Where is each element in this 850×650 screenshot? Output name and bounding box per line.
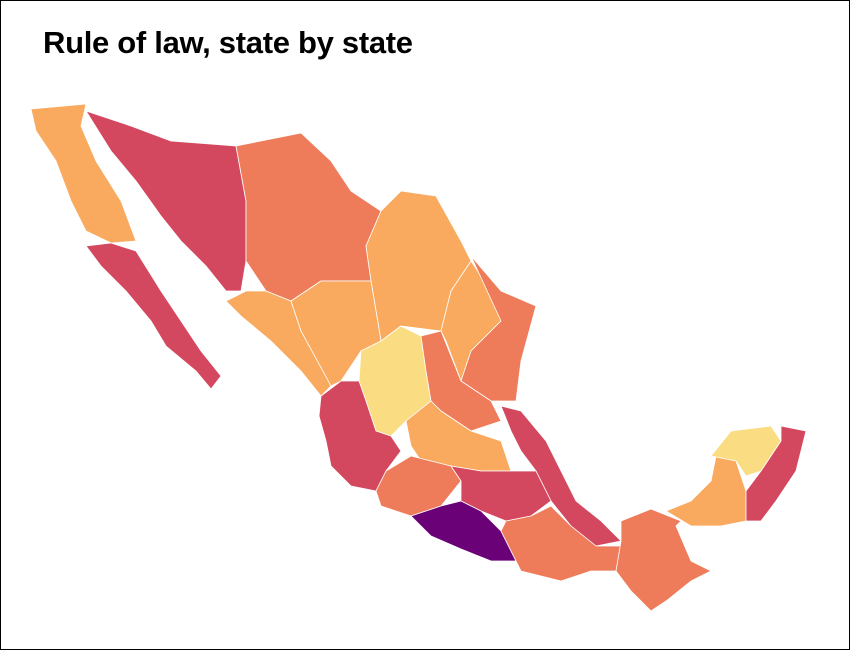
state (420, 330, 502, 432)
state (85, 242, 222, 390)
states (30, 103, 807, 612)
state (665, 455, 747, 527)
map-title: Rule of law, state by state (43, 25, 413, 60)
state (85, 110, 247, 292)
state (500, 405, 622, 547)
state (235, 132, 382, 302)
state (615, 508, 712, 612)
state (318, 380, 402, 492)
state (30, 103, 137, 244)
state (745, 425, 807, 522)
state (460, 255, 537, 402)
